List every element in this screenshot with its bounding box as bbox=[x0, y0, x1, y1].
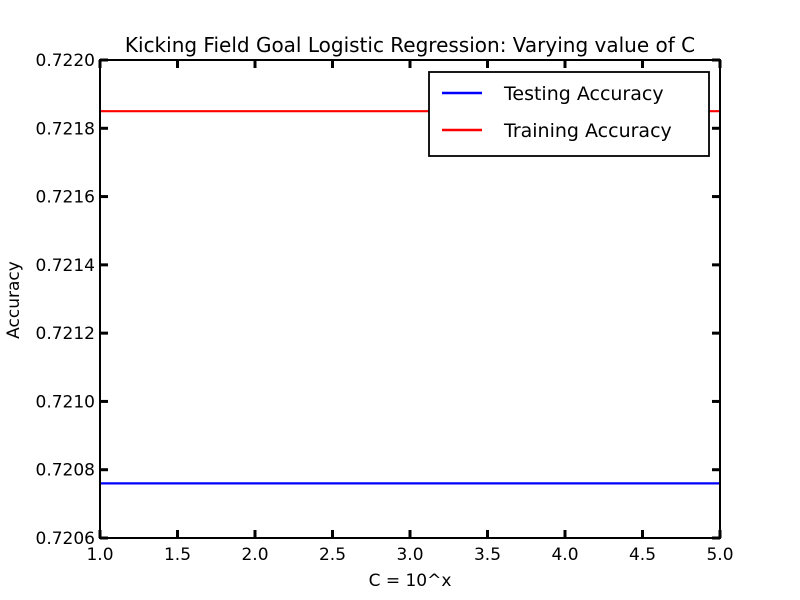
tick-labels: 1.0 1.5 2.0 2.5 3.0 3.5 4.0 4.5 5.0 0.7206 0.7208 0… bbox=[36, 51, 734, 565]
plot-frame bbox=[99, 59, 721, 539]
legend-label: Training Accuracy bbox=[503, 120, 672, 142]
y-tick-label: 0.7214 bbox=[36, 256, 95, 276]
series-lines bbox=[99, 110, 721, 485]
y-tick-label: 0.7212 bbox=[36, 324, 95, 344]
x-tick-label: 3.5 bbox=[474, 545, 501, 565]
x-tick-label: 5.0 bbox=[706, 545, 733, 565]
x-tick-label: 3.0 bbox=[396, 545, 423, 565]
x-tick-label: 2.0 bbox=[241, 545, 268, 565]
y-axis-label: Accuracy bbox=[4, 261, 24, 339]
x-tick-label: 4.5 bbox=[629, 545, 656, 565]
legend: Testing Accuracy Training Accuracy bbox=[428, 71, 710, 157]
y-tick-label: 0.7210 bbox=[36, 392, 95, 412]
y-tick-label: 0.7218 bbox=[36, 119, 95, 139]
x-tick-label: 1.0 bbox=[86, 545, 113, 565]
x-tick-label: 1.5 bbox=[164, 545, 191, 565]
x-tick-label: 2.5 bbox=[319, 545, 346, 565]
legend-box bbox=[428, 71, 710, 157]
x-axis-label: C = 10^x bbox=[369, 571, 452, 591]
y-tick-label: 0.7206 bbox=[36, 529, 95, 549]
x-tick-label: 4.0 bbox=[551, 545, 578, 565]
legend-label: Testing Accuracy bbox=[503, 83, 664, 105]
y-tick-label: 0.7208 bbox=[36, 461, 95, 481]
y-tick-label: 0.7216 bbox=[36, 188, 95, 208]
chart-title: Kicking Field Goal Logistic Regression: … bbox=[125, 33, 695, 57]
y-tick-label: 0.7220 bbox=[36, 51, 95, 71]
